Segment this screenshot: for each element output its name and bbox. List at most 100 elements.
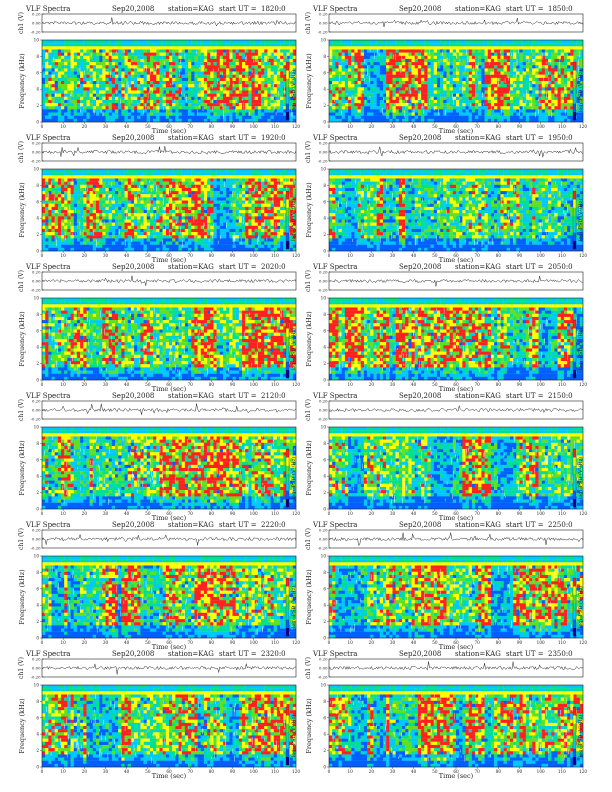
heatmap-cell xyxy=(462,58,466,63)
heatmap-cell xyxy=(57,115,65,119)
heatmap-cell xyxy=(548,81,552,85)
heatmap-cell xyxy=(283,109,287,113)
heatmap-cell xyxy=(382,74,387,78)
panel-start-ut: 1850:0 xyxy=(548,5,573,13)
heatmap-cell xyxy=(153,172,163,176)
heatmap-cell xyxy=(89,241,93,245)
heatmap-cell xyxy=(570,74,574,78)
heatmap-cell xyxy=(554,62,558,66)
panel-start-prefix: start UT = xyxy=(506,134,544,142)
heatmap-cell xyxy=(175,232,182,236)
heatmap-cell xyxy=(544,49,549,53)
heatmap-cell xyxy=(118,115,125,119)
heatmap-cell xyxy=(92,216,97,220)
heatmap-cell xyxy=(261,178,265,182)
heatmap-cell xyxy=(280,74,290,78)
heatmap-cell xyxy=(554,115,568,119)
heatmap-cell xyxy=(191,194,198,198)
heatmap-cell xyxy=(242,184,246,189)
heatmap-cell xyxy=(229,52,233,56)
heatmap-cell xyxy=(519,96,523,101)
heatmap-cell xyxy=(433,55,438,60)
heatmap-cell xyxy=(379,62,387,66)
heatmap-cell xyxy=(169,181,176,185)
heatmap-cell xyxy=(357,191,365,195)
heatmap-cell xyxy=(516,71,520,75)
heatmap-cell xyxy=(462,93,466,97)
heatmap-cell xyxy=(576,103,584,107)
heatmap-cell xyxy=(169,225,173,230)
heatmap-cell xyxy=(165,109,170,113)
heatmap-cell xyxy=(191,191,195,195)
heatmap-cell xyxy=(332,191,336,195)
heatmap-cell xyxy=(513,99,517,104)
heatmap-cell xyxy=(538,106,542,110)
heatmap-cell xyxy=(194,178,201,182)
heatmap-cell xyxy=(83,238,87,242)
heatmap-cell xyxy=(449,172,453,176)
heatmap-cell xyxy=(99,103,103,107)
heatmap-cell xyxy=(506,74,511,78)
heatmap-cell xyxy=(433,181,438,185)
heatmap-cell xyxy=(292,172,297,176)
heatmap-cell xyxy=(459,62,466,66)
heatmap-cell xyxy=(153,103,157,107)
heatmap-cell xyxy=(51,206,59,211)
heatmap-cell xyxy=(417,87,428,91)
heatmap-cell xyxy=(95,84,100,88)
heatmap-cell xyxy=(48,58,52,63)
heatmap-cell xyxy=(245,118,255,123)
heatmap-cell xyxy=(560,99,565,104)
heatmap-cell xyxy=(529,87,533,91)
heatmap-cell xyxy=(360,112,365,116)
heatmap-cell xyxy=(207,103,220,107)
heatmap-cell xyxy=(338,65,342,69)
heatmap-cell xyxy=(127,93,132,97)
heatmap-cell xyxy=(329,49,333,53)
heatmap-cell xyxy=(149,58,157,63)
heatmap-cell xyxy=(557,49,561,53)
heatmap-cell xyxy=(181,84,189,88)
heatmap-cell xyxy=(130,77,135,82)
heatmap-cell xyxy=(360,169,365,173)
heatmap-cell xyxy=(370,187,374,192)
heatmap-cell xyxy=(169,49,173,53)
heatmap-cell xyxy=(541,52,546,56)
heatmap-cell xyxy=(159,87,163,91)
heatmap-cell xyxy=(51,222,55,226)
heatmap-cell xyxy=(264,58,268,63)
heatmap-cell xyxy=(430,103,434,107)
heatmap-cell xyxy=(516,74,520,78)
heatmap-cell xyxy=(283,93,287,97)
heatmap-cell xyxy=(484,194,488,198)
heatmap-cell xyxy=(108,84,112,88)
heatmap-cell xyxy=(341,65,346,69)
heatmap-cell xyxy=(443,55,447,60)
heatmap-cell xyxy=(207,55,211,60)
heatmap-cell xyxy=(153,203,157,207)
heatmap-cell xyxy=(61,210,68,214)
heatmap-cell xyxy=(102,238,106,242)
heatmap-cell xyxy=(544,93,549,97)
heatmap-cell xyxy=(570,87,574,91)
heatmap-cell xyxy=(522,187,530,192)
heatmap-cell xyxy=(270,206,274,211)
heatmap-cell xyxy=(197,52,201,56)
heatmap-cell xyxy=(436,99,441,104)
heatmap-cell xyxy=(175,238,179,242)
heatmap-cell xyxy=(456,184,463,189)
heatmap-cell xyxy=(238,210,246,214)
heatmap-cell xyxy=(251,84,255,88)
heatmap-cell xyxy=(363,90,368,94)
heatmap-cell xyxy=(551,181,555,185)
heatmap-cell xyxy=(95,238,100,242)
heatmap-cell xyxy=(251,194,262,198)
heatmap-cell xyxy=(42,103,46,107)
heatmap-cell xyxy=(329,52,333,56)
heatmap-cell xyxy=(245,235,255,239)
heatmap-cell xyxy=(207,96,211,101)
heatmap-cell xyxy=(181,58,186,63)
heatmap-cell xyxy=(191,40,198,44)
heatmap-cell xyxy=(267,118,271,123)
heatmap-cell xyxy=(83,210,87,214)
